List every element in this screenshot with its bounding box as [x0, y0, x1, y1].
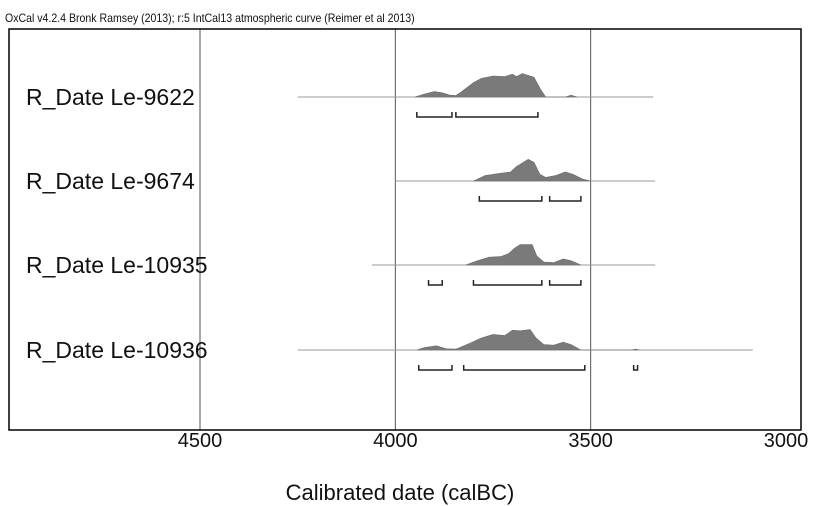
- plot-frame: [8, 28, 802, 431]
- probability-distribution: [416, 329, 640, 351]
- series-row: R_Date Le-9674: [26, 159, 656, 202]
- x-tick-label: 4000: [373, 430, 418, 452]
- x-tick-label: 3500: [568, 430, 613, 452]
- probability-interval-bracket: [548, 280, 582, 286]
- sample-label: R_Date Le-10935: [26, 252, 208, 278]
- probability-distribution: [465, 244, 582, 266]
- x-tick-label: 4500: [178, 430, 223, 452]
- probability-interval-bracket: [478, 196, 543, 202]
- probability-distribution: [473, 159, 591, 182]
- probability-distribution: [414, 73, 578, 98]
- software-caption: OxCal v4.2.4 Bronk Ramsey (2013); r:5 In…: [5, 11, 415, 25]
- probability-interval-bracket: [427, 280, 443, 286]
- probability-interval-bracket: [418, 365, 453, 371]
- series-row: R_Date Le-9622: [26, 73, 654, 118]
- x-axis-ticks: 4500 4000 3500 3000: [178, 430, 809, 452]
- probability-interval-bracket: [462, 365, 586, 371]
- x-axis-label: Calibrated date (calBC): [286, 480, 515, 505]
- series-row: R_Date Le-10935: [26, 244, 656, 286]
- sample-label: R_Date Le-10936: [26, 337, 208, 363]
- sample-label: R_Date Le-9674: [26, 168, 195, 194]
- x-tick-label: 3000: [764, 430, 809, 452]
- series-group: R_Date Le-9622 R_Date Le-9674 R_Date Le-10…: [26, 73, 753, 371]
- probability-interval-bracket: [455, 112, 539, 118]
- sample-label: R_Date Le-9622: [26, 84, 195, 110]
- probability-interval-bracket: [632, 365, 639, 371]
- gridlines: [199, 29, 592, 430]
- probability-interval-bracket: [416, 112, 453, 118]
- series-row: R_Date Le-10936: [26, 329, 753, 371]
- probability-interval-bracket: [548, 196, 582, 202]
- probability-interval-bracket: [472, 280, 543, 286]
